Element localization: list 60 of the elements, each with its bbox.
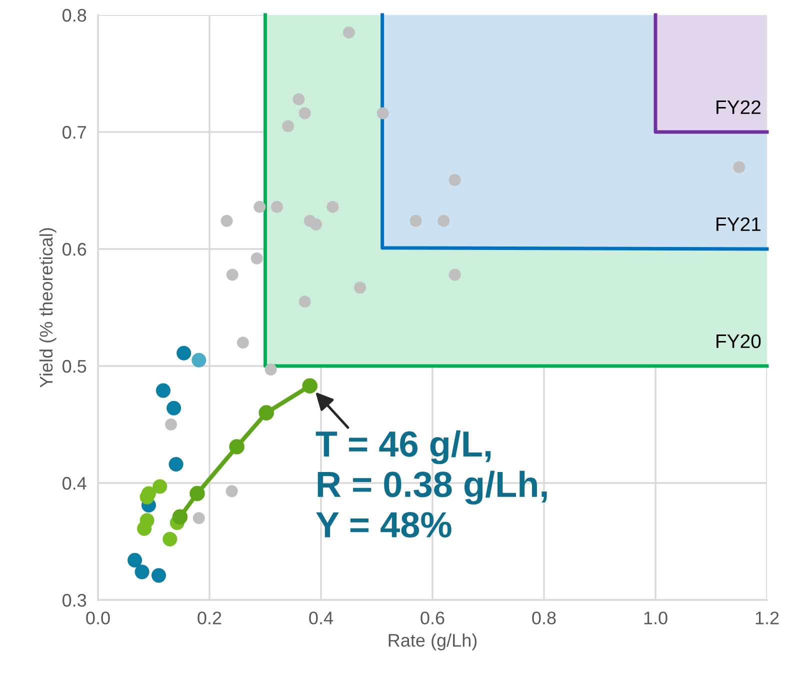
x-tick-label: 0.8: [532, 612, 556, 624]
y-tick-label: 0.5: [62, 360, 86, 373]
point: [166, 400, 182, 416]
x-tick-label: 0.2: [198, 612, 222, 624]
point: [254, 200, 266, 213]
point: [140, 490, 154, 504]
point: [326, 200, 339, 213]
point: [152, 479, 168, 494]
x-tick-label: 1.2: [756, 612, 779, 624]
y-tick-label: 0.4: [62, 476, 86, 490]
series-label: FY20: [716, 334, 761, 348]
point: [310, 218, 322, 230]
y-tick-label: 0.3: [62, 594, 86, 607]
point: [192, 352, 206, 368]
point: [250, 252, 263, 264]
point: [448, 268, 461, 281]
point: [282, 120, 294, 132]
series-label: FY21: [716, 217, 760, 231]
point: [733, 161, 746, 174]
point: [168, 456, 184, 472]
x-tick-label: 0.0: [86, 612, 110, 624]
point: [128, 552, 142, 568]
point: [190, 486, 205, 502]
point: [192, 512, 205, 524]
point: [226, 485, 238, 498]
point: [226, 268, 238, 281]
x-tick-label: 1.0: [644, 612, 668, 624]
point: [172, 509, 188, 525]
x-tick-label: 0.4: [309, 612, 334, 624]
point: [151, 568, 166, 583]
point: [438, 214, 450, 227]
point: [165, 418, 178, 431]
point: [342, 26, 355, 39]
point: [176, 346, 192, 360]
point: [136, 521, 152, 536]
x-tick-label: 0.6: [420, 612, 444, 624]
point: [448, 174, 461, 186]
series-label: FY22: [716, 100, 760, 114]
point: [302, 378, 318, 394]
point: [376, 107, 389, 120]
point: [220, 214, 233, 227]
point: [270, 200, 283, 213]
point: [410, 214, 422, 227]
y-axis-title: Yield (% theoretical): [39, 228, 56, 388]
point: [298, 296, 311, 308]
point: [229, 439, 244, 454]
annotation: T = 46 g/L, R = 0.38 g/Lh, Y = 48%: [316, 430, 547, 538]
point: [264, 363, 277, 376]
point: [162, 532, 178, 546]
y-tick-label: 0.6: [62, 242, 86, 256]
y-tick-label: 0.8: [62, 8, 86, 22]
point: [156, 383, 171, 398]
point: [258, 405, 274, 420]
y-tick-label: 0.7: [62, 126, 86, 139]
point: [298, 107, 311, 120]
x-axis-title: Rate (g/Lh): [388, 634, 477, 650]
point: [354, 282, 366, 294]
point: [134, 564, 150, 580]
point: [292, 93, 305, 106]
point: [236, 336, 249, 349]
